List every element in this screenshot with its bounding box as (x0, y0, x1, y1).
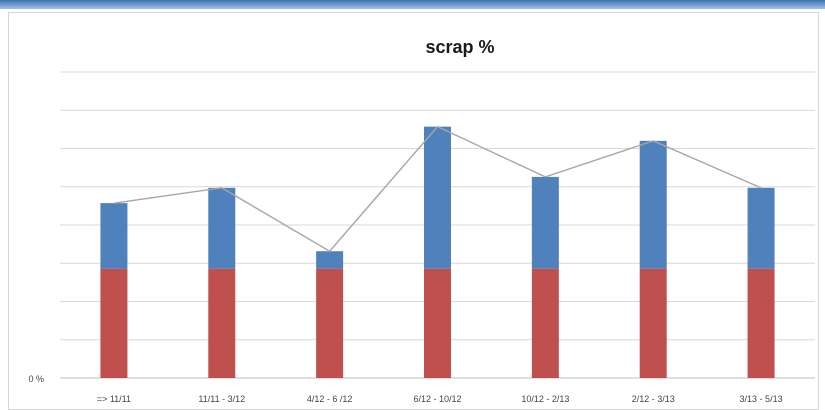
window-top-stripe (0, 0, 825, 9)
bar-segment-base (747, 268, 775, 378)
y-tick-label: 0 % (28, 374, 44, 384)
x-tick-label: => 11/11 (97, 394, 131, 404)
bar-segment-top (208, 187, 236, 269)
x-tick-label: 10/12 - 2/13 (521, 394, 569, 404)
bar-segment-base (639, 268, 667, 378)
x-tick-label: 2/12 - 3/13 (632, 394, 675, 404)
bar-segment-top (747, 187, 775, 269)
total-trend-line (113, 125, 762, 253)
bar-segment-base (316, 268, 344, 378)
bar-segment-top (639, 140, 667, 269)
chart-area (8, 12, 819, 410)
x-tick-label: 4/12 - 6 /12 (307, 394, 353, 404)
x-tick-label: 3/13 - 5/13 (740, 394, 783, 404)
bar-segment-top (100, 203, 128, 269)
bar-segment-top (531, 176, 559, 269)
bar-segment-base (424, 268, 451, 378)
bar-segment-top (424, 126, 451, 269)
x-tick-label: 6/12 - 10/12 (413, 394, 461, 404)
bar-segment-top (316, 251, 344, 269)
x-tick-label: 11/11 - 3/12 (198, 394, 245, 404)
bar-segment-base (531, 268, 559, 378)
bar-segment-base (208, 268, 236, 378)
chart-title: scrap % (425, 37, 494, 57)
bar-segment-base (100, 268, 128, 378)
